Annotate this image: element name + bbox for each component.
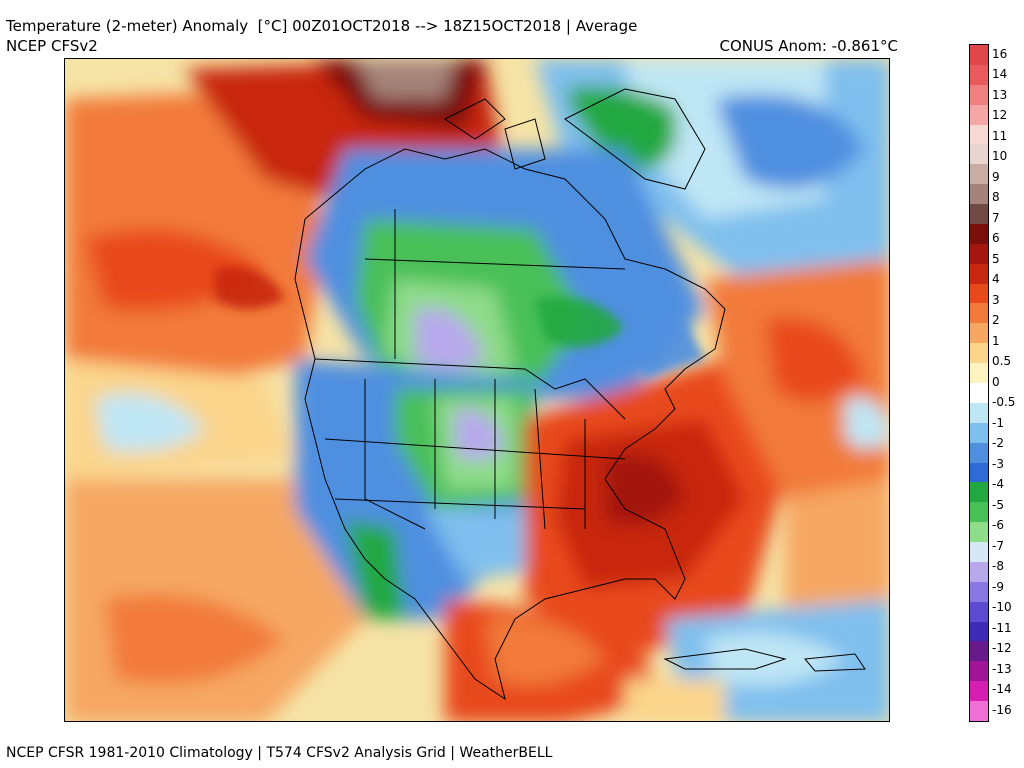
legend-swatch xyxy=(970,184,988,205)
conus-anomaly-label: CONUS Anom: -0.861°C xyxy=(719,37,898,55)
legend-swatch xyxy=(970,641,988,662)
legend-tick-label: 7 xyxy=(992,210,1000,225)
legend-tick-label: 5 xyxy=(992,251,1000,266)
legend-swatch xyxy=(970,422,988,444)
legend-swatch xyxy=(970,581,988,603)
legend-tick-label: -1 xyxy=(992,415,1004,430)
legend-swatch xyxy=(970,124,988,145)
legend-tick-label: -16 xyxy=(992,702,1012,717)
legend-swatch xyxy=(970,323,988,344)
legend-swatch xyxy=(970,263,988,285)
legend-tick-label: -6 xyxy=(992,518,1004,533)
map-title: Temperature (2-meter) Anomaly [°C] 00Z01… xyxy=(6,17,638,35)
color-legend xyxy=(969,44,989,722)
legend-tick-label: 8 xyxy=(992,190,1000,205)
legend-swatch xyxy=(970,303,988,324)
legend-tick-label: 13 xyxy=(992,87,1008,102)
legend-tick-label: 1 xyxy=(992,333,1000,348)
legend-tick-label: 2 xyxy=(992,313,1000,328)
coastlines xyxy=(294,88,866,701)
legend-swatch xyxy=(970,621,988,642)
legend-tick-label: 12 xyxy=(992,108,1008,123)
legend-swatch xyxy=(970,64,988,86)
legend-swatch xyxy=(970,84,988,106)
legend-tick-label: -0.5 xyxy=(992,395,1016,410)
legend-swatch xyxy=(970,462,988,483)
legend-tick-label: -3 xyxy=(992,456,1004,471)
legend-swatch xyxy=(970,144,988,165)
legend-swatch xyxy=(970,363,988,384)
legend-tick-label: -10 xyxy=(992,600,1012,615)
legend-swatch xyxy=(970,283,988,304)
legend-swatch xyxy=(970,542,988,563)
legend-tick-label: 6 xyxy=(992,231,1000,246)
legend-swatch xyxy=(970,383,988,404)
legend-swatch xyxy=(970,561,988,583)
legend-tick-label: -9 xyxy=(992,579,1004,594)
legend-swatch xyxy=(970,482,988,503)
legend-swatch xyxy=(970,502,988,523)
legend-swatch xyxy=(970,701,988,722)
footer-credits: NCEP CFSR 1981-2010 Climatology | T574 C… xyxy=(6,745,553,761)
legend-tick-label: -12 xyxy=(992,641,1012,656)
legend-swatch xyxy=(970,343,988,364)
legend-tick-label: -13 xyxy=(992,661,1012,676)
legend-tick-label: 14 xyxy=(992,67,1008,82)
legend-tick-label: 9 xyxy=(992,169,1000,184)
anomaly-map-graphic xyxy=(65,59,889,721)
legend-swatch xyxy=(970,204,988,225)
legend-tick-label: 11 xyxy=(992,128,1008,143)
legend-tick-label: -8 xyxy=(992,559,1004,574)
legend-swatch xyxy=(970,442,988,464)
legend-tick-label: -2 xyxy=(992,436,1004,451)
legend-swatch xyxy=(970,223,988,245)
legend-tick-label: -11 xyxy=(992,620,1012,635)
legend-swatch xyxy=(970,45,988,66)
legend-swatch xyxy=(970,243,988,265)
legend-tick-label: -5 xyxy=(992,497,1004,512)
legend-tick-label: 10 xyxy=(992,149,1008,164)
legend-tick-label: 16 xyxy=(992,47,1008,61)
legend-swatch xyxy=(970,681,988,702)
legend-swatch xyxy=(970,601,988,623)
legend-tick-label: -4 xyxy=(992,477,1004,492)
legend-tick-label: -14 xyxy=(992,682,1012,697)
model-label: NCEP CFSv2 xyxy=(6,37,98,55)
legend-tick-label: 3 xyxy=(992,292,1000,307)
legend-swatch xyxy=(970,402,988,424)
legend-tick-label: 4 xyxy=(992,272,1000,287)
legend-tick-label: -7 xyxy=(992,538,1004,553)
anomaly-map xyxy=(64,58,890,722)
legend-tick-label: 0.5 xyxy=(992,354,1012,369)
legend-swatch xyxy=(970,522,988,543)
legend-swatch xyxy=(970,164,988,185)
legend-tick-label: 0 xyxy=(992,374,1000,389)
legend-swatch xyxy=(970,661,988,682)
legend-swatch xyxy=(970,104,988,126)
